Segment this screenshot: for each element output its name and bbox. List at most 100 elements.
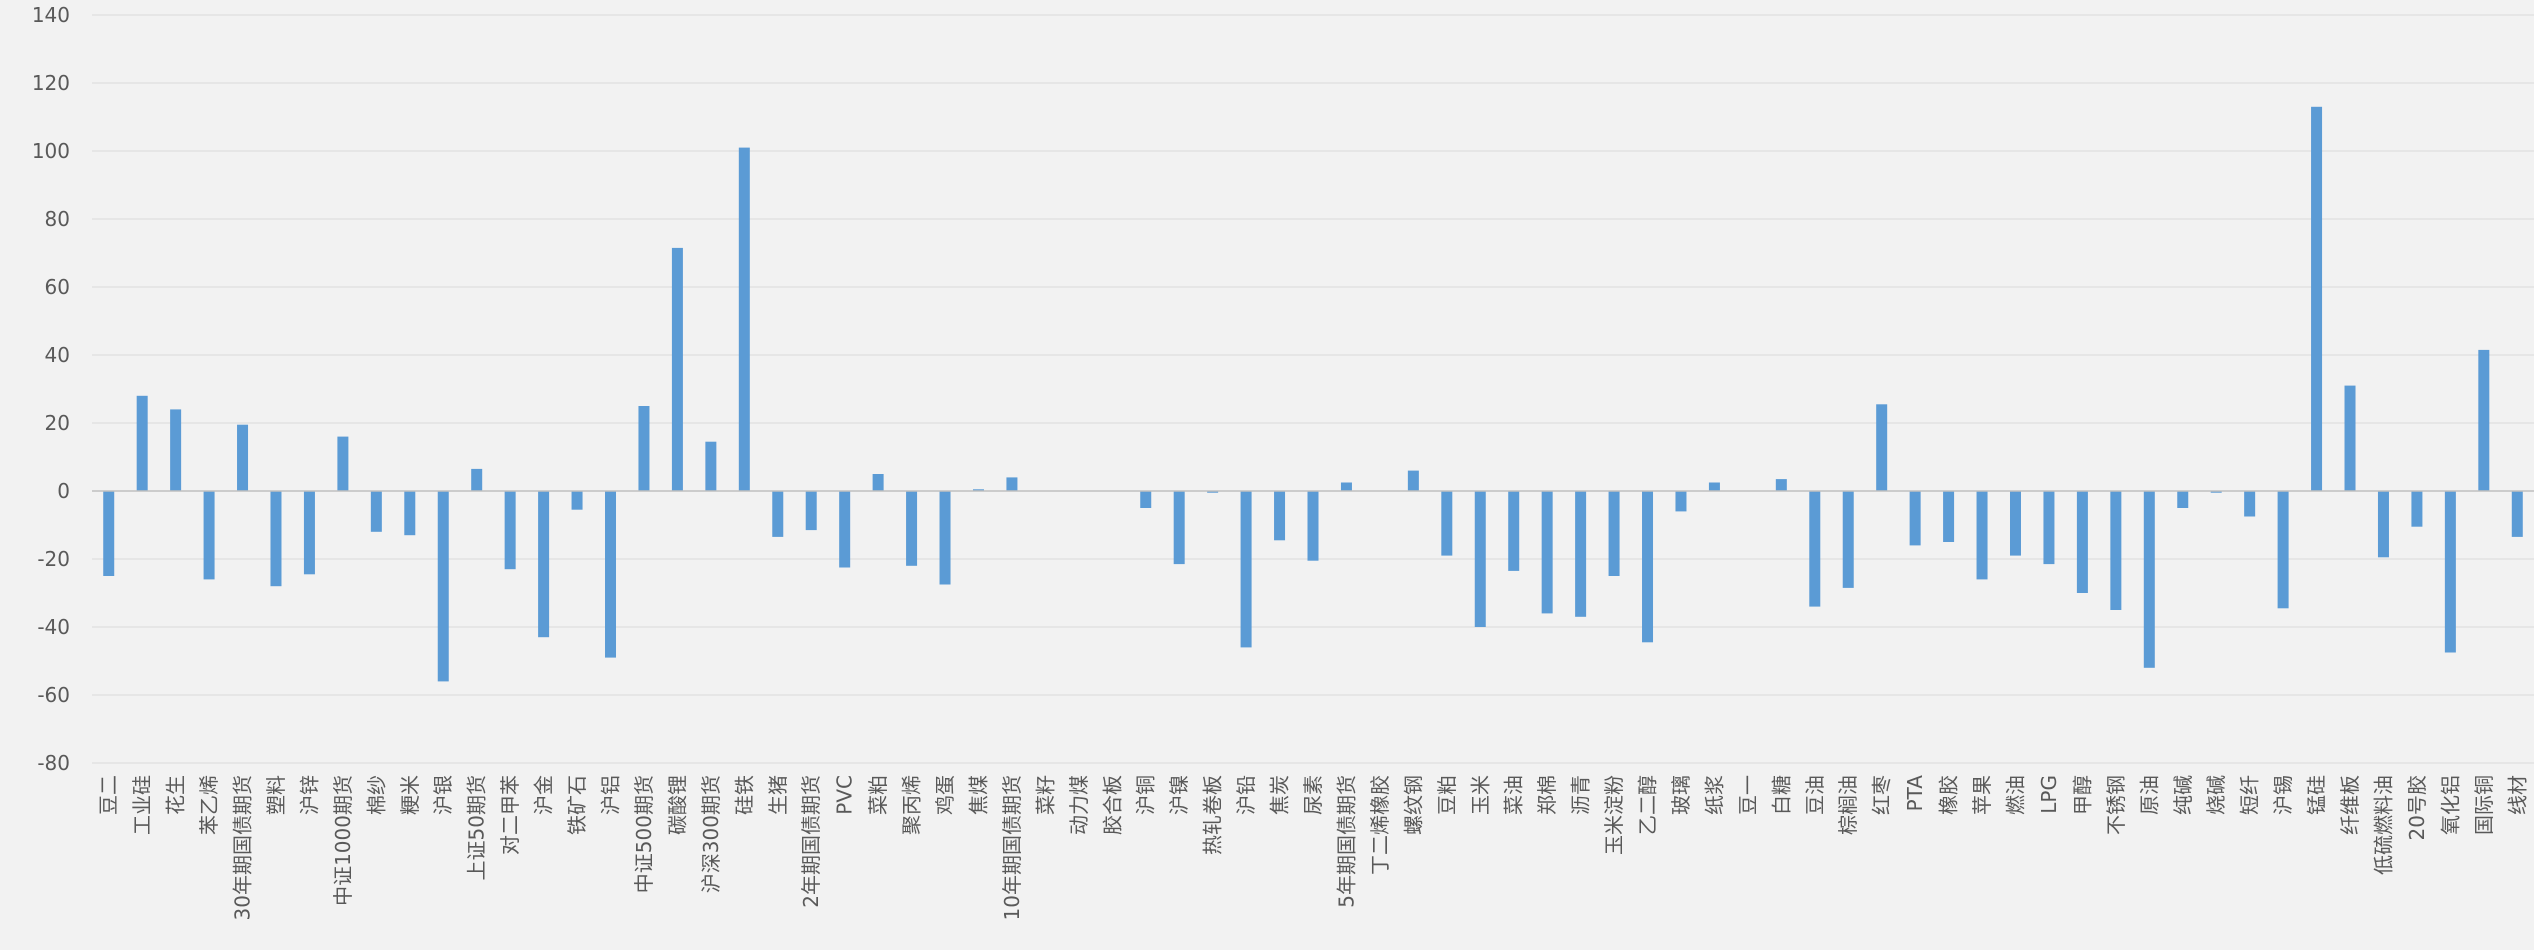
x-tick-label: 棕榈油 <box>1836 775 1860 835</box>
bar <box>404 491 416 536</box>
bar <box>805 491 817 531</box>
x-tick-label: 对二甲苯 <box>498 775 522 855</box>
bar <box>2143 491 2155 668</box>
bar <box>1876 404 1888 491</box>
y-tick-label: -80 <box>37 751 70 775</box>
x-tick-label: 聚丙烯 <box>900 775 924 835</box>
x-tick-label: 花生 <box>164 775 188 815</box>
x-tick-label: 热轧卷板 <box>1201 775 1225 855</box>
x-tick-label: 沪铜 <box>1134 775 1158 815</box>
bar <box>872 474 884 491</box>
bar <box>1909 491 1921 546</box>
bar <box>1976 491 1988 580</box>
y-tick-label: 80 <box>45 207 70 231</box>
x-tick-label: 不锈钢 <box>2104 775 2128 835</box>
y-tick-label: 20 <box>45 411 70 435</box>
x-tick-label: PVC <box>833 775 857 815</box>
x-tick-label: 短纤 <box>2238 775 2262 815</box>
bar <box>1240 491 1252 648</box>
x-tick-label: 丁二烯橡胶 <box>1368 775 1392 875</box>
bar <box>2511 491 2523 537</box>
bar <box>1340 482 1352 491</box>
bar <box>136 395 148 491</box>
x-tick-label: 燃油 <box>2003 775 2027 815</box>
x-tick-label: 中证1000期货 <box>331 775 355 906</box>
bar <box>1575 491 1587 617</box>
bar <box>2009 491 2021 556</box>
x-tick-label: 2年期国债期货 <box>799 775 823 908</box>
bar <box>2411 491 2423 527</box>
x-tick-label: 氧化铝 <box>2438 775 2462 835</box>
bar <box>1006 477 1018 491</box>
bar <box>2210 491 2222 493</box>
y-tick-label: 120 <box>32 71 70 95</box>
x-tick-label: 螺纹钢 <box>1401 775 1425 835</box>
bar <box>1207 491 1219 493</box>
x-axis-tick-labels: 豆二 工业硅 花生 苯乙烯 30年期国债期货 塑料 沪锌 中证1000期货 棉纱 粳米 沪银 上证50… <box>97 775 2530 921</box>
x-tick-label: 锰硅 <box>2305 775 2329 815</box>
bar <box>437 491 449 682</box>
x-tick-label: 铁矿石 <box>565 775 589 835</box>
bar <box>605 491 617 658</box>
bar <box>839 491 851 568</box>
y-tick-label: 60 <box>45 275 70 299</box>
bar <box>738 147 750 491</box>
x-tick-label: 甲醇 <box>2070 775 2094 815</box>
x-tick-label: 沪铝 <box>599 775 623 815</box>
x-tick-label: 沪铅 <box>1234 775 1258 815</box>
x-tick-label: 棉纱 <box>364 775 388 815</box>
bar <box>1307 491 1319 561</box>
x-tick-label: 硅铁 <box>732 775 756 815</box>
bar <box>2277 491 2289 609</box>
x-tick-label: 白糖 <box>1769 775 1793 815</box>
bar <box>1809 491 1821 607</box>
bar <box>2177 491 2189 508</box>
bar <box>103 491 115 576</box>
bar <box>2377 491 2389 558</box>
bar <box>671 247 683 491</box>
x-tick-label: 焦炭 <box>1268 775 1292 815</box>
grid-lines <box>92 14 2534 764</box>
x-tick-label: 郑棉 <box>1535 775 1559 815</box>
y-tick-label: -60 <box>37 683 70 707</box>
x-tick-label: 中证500期货 <box>632 775 656 893</box>
bar <box>370 491 382 532</box>
bar <box>237 424 249 491</box>
bar <box>1474 491 1486 627</box>
x-tick-label: 橡胶 <box>1937 775 1961 815</box>
x-tick-label: 玻璃 <box>1669 775 1693 815</box>
bar <box>705 441 717 491</box>
bar <box>1541 491 1553 614</box>
bar <box>638 406 650 491</box>
bar <box>1708 482 1720 491</box>
bar <box>1675 491 1687 512</box>
x-tick-label: 菜粕 <box>866 775 890 815</box>
bar <box>906 491 918 566</box>
y-axis-tick-labels: -80 -60 -40 -20 0 20 40 60 80 100 120 140 <box>32 3 70 775</box>
x-tick-label: 生猪 <box>766 775 790 815</box>
x-tick-label: 苯乙烯 <box>197 775 221 835</box>
x-tick-label: 沪镍 <box>1167 775 1191 815</box>
x-tick-label: 线材 <box>2505 775 2529 815</box>
bar <box>1173 491 1185 565</box>
x-tick-label: 胶合板 <box>1100 775 1124 835</box>
x-tick-label: 沪锡 <box>2271 775 2295 815</box>
bar <box>1508 491 1520 571</box>
bar <box>2344 385 2356 491</box>
bar <box>538 491 550 638</box>
x-tick-label: 豆粕 <box>1435 775 1459 815</box>
x-tick-label: 纯碱 <box>2171 775 2195 815</box>
x-tick-label: 玉米淀粉 <box>1602 775 1626 855</box>
x-tick-label: 苹果 <box>1970 775 1994 815</box>
bar <box>1642 491 1654 643</box>
x-tick-label: 菜籽 <box>1033 775 1057 815</box>
x-tick-label: 烧碱 <box>2204 775 2228 815</box>
x-tick-label: 乙二醇 <box>1636 775 1660 835</box>
x-tick-label: PTA <box>1903 775 1927 812</box>
x-tick-label: 纸浆 <box>1702 775 1726 815</box>
bars <box>103 106 2523 682</box>
x-tick-label: 国际铜 <box>2472 775 2496 835</box>
x-tick-label: 20号胶 <box>2405 775 2429 840</box>
x-tick-label: 工业硅 <box>130 775 154 835</box>
bar <box>270 491 282 587</box>
